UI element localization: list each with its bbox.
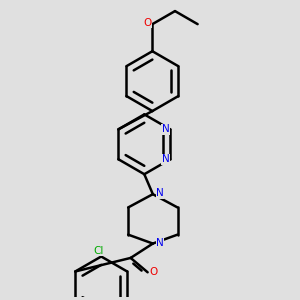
Text: N: N [162,124,169,134]
Text: N: N [162,154,169,164]
Text: O: O [143,18,152,28]
Text: N: N [156,188,164,198]
Text: O: O [149,267,158,277]
Text: N: N [156,238,164,248]
Text: Cl: Cl [94,246,104,256]
